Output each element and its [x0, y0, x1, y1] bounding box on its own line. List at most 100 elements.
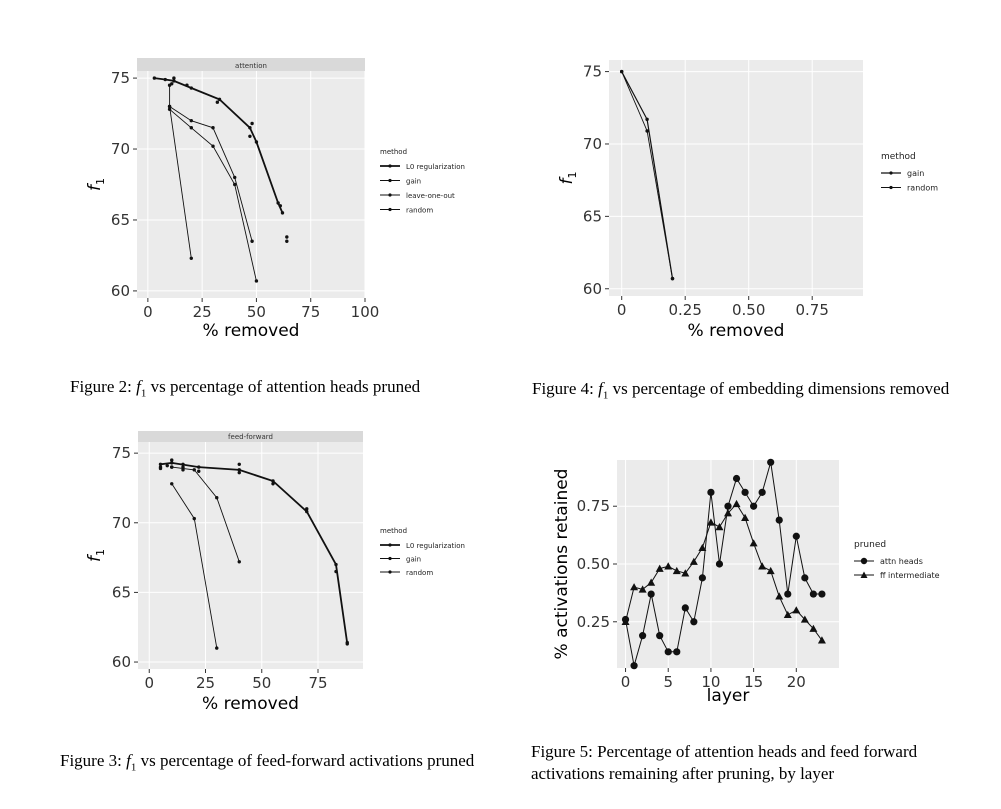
fig3-x-tick-label: 50: [252, 674, 271, 692]
fig5-ff-intermediate-point: [792, 606, 801, 614]
fig2-l0-regularization-point: [276, 201, 280, 205]
fig2-leave-one-out-point: [233, 182, 237, 187]
fig5-ff-intermediate-point: [809, 624, 818, 632]
fig5-ff-intermediate-point: [817, 636, 826, 644]
fig2-leave-one-out-point: [189, 126, 193, 130]
fig5-ff-intermediate-point: [732, 499, 741, 508]
fig2-random-point: [189, 256, 193, 260]
fig3-legend: method L0 regularization gain random: [380, 527, 465, 577]
fig4-legend: method gain random: [881, 152, 938, 193]
fig3-x-axis-label: % removed: [202, 694, 299, 714]
fig5-ff-intermediate-point: [715, 523, 724, 531]
fig2-legend-title: method: [380, 148, 407, 156]
fig3-l0-regularization-point: [197, 469, 201, 473]
fig3-y-tick-label: 65: [112, 583, 131, 601]
fig2-leave-one-out-point: [254, 279, 259, 283]
fig3-l0-regularization-point: [170, 461, 174, 465]
fig2-l0-regularization-point: [248, 134, 252, 138]
fig3-random-point: [181, 468, 185, 472]
fig3-l0-regularization-point: [181, 462, 185, 466]
fig5-attn-heads-point: [664, 648, 672, 656]
fig2-l0-regularization-point: [248, 126, 252, 130]
fig2-x-tick-label: 50: [247, 303, 266, 321]
fig5-attn-heads-point: [647, 590, 655, 598]
fig2-gain-point: [233, 175, 237, 180]
fig5-x-tick-label: 0: [621, 673, 631, 691]
fig3-l0-regularization-point: [334, 562, 338, 567]
fig3-legend-label-random: random: [406, 569, 433, 577]
fig2-series-random: [167, 83, 193, 260]
fig5-ff-intermediate-point: [766, 566, 775, 575]
fig3-l0-regularization-point: [271, 482, 275, 486]
fig2-x-tick-label: 75: [301, 303, 320, 321]
fig5-attn-heads-point: [690, 618, 698, 626]
fig5-ff-intermediate-point: [672, 566, 681, 575]
fig5-chart: 0 5 10 15 20 0.25 0.50 0.75 layer % activations r…: [552, 458, 940, 706]
fig2-series-leave-one-out: [167, 107, 259, 283]
fig5-x-tick-label: 10: [701, 673, 720, 691]
fig3-facet-strip: [138, 431, 363, 442]
fig2-series-l0-regularization: [152, 76, 289, 243]
fig5-x-tick-label: 15: [744, 673, 763, 691]
fig2-legend-marker-l0-regularization: [388, 164, 392, 168]
fig2-legend: method L0 regularization gain leave-one-out…: [380, 148, 465, 215]
fig2-facet-label: attention: [235, 62, 267, 70]
fig5-x-tick-label: 20: [787, 673, 806, 691]
fig3-l0-regularization-point: [237, 462, 241, 466]
fig5-attn-heads-point: [792, 532, 800, 540]
fig2-y-tick-label: 60: [111, 282, 130, 300]
fig2-y-tick-label: 70: [111, 140, 130, 158]
fig2-l0-regularization-point: [250, 121, 254, 126]
fig3-random-point: [170, 465, 174, 469]
fig4-y-axis-label-sub: 1: [566, 172, 579, 179]
fig2-random-point: [167, 104, 172, 109]
fig3-l0-regularization-point: [237, 470, 241, 475]
fig5-attn-heads-point: [767, 458, 775, 466]
fig4-chart: 0 0.25 0.50 0.75 60 65 70 75 % removed f1 method ga…: [557, 60, 938, 341]
fig2-y-axis-label-var: f: [85, 182, 105, 191]
fig2-l0-regularization-point: [215, 100, 220, 104]
fig3-l0-regularization-point: [165, 463, 169, 468]
fig3-y-tick-label: 70: [112, 514, 131, 532]
fig3-random-point: [215, 496, 219, 500]
fig4-x-tick-label: 0.50: [732, 301, 765, 319]
fig4-legend-label-gain: gain: [907, 169, 924, 178]
fig3-panel: [138, 431, 363, 669]
fig5-legend-title: pruned: [854, 540, 886, 550]
fig4-panel: [609, 60, 863, 296]
fig2-legend-label-random: random: [406, 207, 433, 215]
fig3-x-tick-label: 25: [196, 674, 215, 692]
fig5-attn-heads-point: [715, 560, 724, 568]
fig2-l0-regularization-point: [172, 79, 176, 83]
fig5-series-ff-intermediate: [621, 499, 826, 644]
fig5-legend-label-attn-heads: attn heads: [880, 557, 923, 566]
fig2-x-tick-label: 100: [351, 303, 380, 321]
fig2-l0-regularization-point: [163, 77, 167, 82]
fig4-y-tick-label: 75: [583, 63, 602, 81]
fig5-attn-heads-point: [741, 488, 749, 496]
fig5-attn-heads-point: [750, 502, 758, 510]
fig5-y-tick-label: 0.25: [577, 613, 610, 631]
fig2-l0-regularization-point: [172, 76, 176, 80]
fig5-attn-heads-point: [707, 488, 715, 496]
fig5-y-tick-label: 0.50: [577, 555, 610, 573]
fig2-y-tick-label: 75: [111, 69, 130, 87]
fig4-legend-marker-gain: [889, 171, 893, 175]
fig3-l0-regularization-point: [305, 509, 309, 514]
fig2-legend-label-gain: gain: [406, 178, 421, 186]
fig2-legend-label-leave-one-out: leave-one-out: [406, 192, 455, 200]
fig2-l0-regularization-point: [189, 86, 193, 90]
fig5-attn-heads-line: [625, 462, 822, 666]
fig2-y-axis-label: f1: [85, 178, 107, 191]
fig3-random-point: [237, 560, 241, 564]
fig5-attn-heads-point: [681, 604, 689, 612]
fig2-x-axis-label: % removed: [203, 321, 300, 341]
fig3-y-tick-label: 75: [112, 444, 131, 462]
fig3-chart: feed-forward 0 25 50 75 60 65 70 75 % removed f1 me…: [85, 431, 465, 714]
fig3-l0-regularization-point: [345, 640, 349, 645]
fig2-random-point: [167, 83, 172, 87]
fig2-l0-regularization-point: [217, 97, 222, 102]
fig3-l0-regularization-line: [160, 461, 349, 645]
fig3-y-axis-label-var: f: [85, 553, 105, 562]
fig2-facet-strip: [137, 58, 365, 71]
